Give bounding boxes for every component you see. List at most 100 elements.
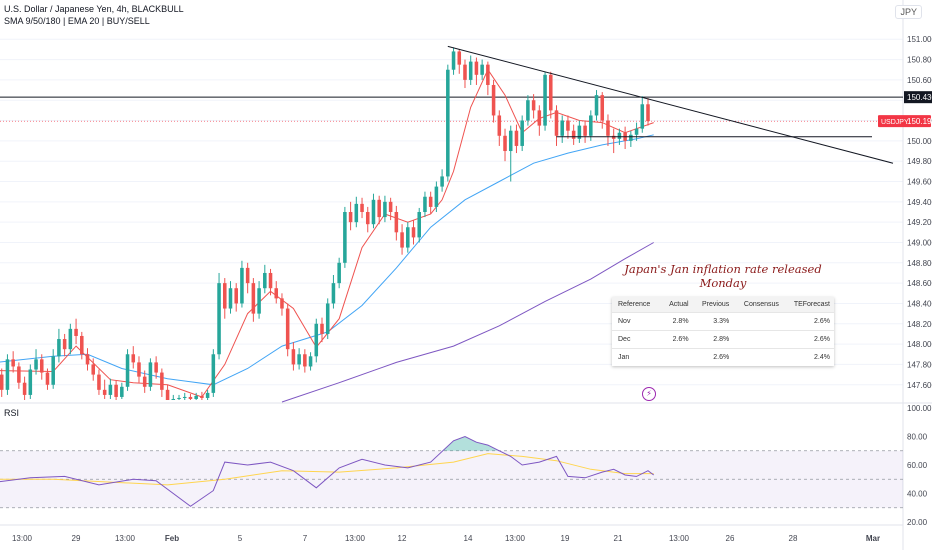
candle[interactable]	[514, 130, 519, 146]
candle[interactable]	[331, 283, 336, 304]
candle[interactable]	[285, 308, 290, 350]
candle[interactable]	[228, 288, 233, 309]
candle[interactable]	[57, 339, 61, 357]
candle[interactable]	[194, 395, 198, 399]
candle[interactable]	[28, 369, 33, 395]
candle[interactable]	[543, 74, 547, 126]
candle[interactable]	[68, 328, 73, 350]
candle[interactable]	[348, 212, 353, 223]
candle[interactable]	[400, 232, 404, 248]
candle[interactable]	[74, 328, 78, 336]
candle[interactable]	[120, 386, 124, 397]
candle[interactable]	[80, 335, 84, 355]
candle[interactable]	[589, 115, 593, 136]
candle[interactable]	[520, 120, 524, 146]
candle[interactable]	[508, 130, 513, 152]
candle[interactable]	[583, 125, 587, 136]
indicator-list[interactable]: SMA 9/50/180 | EMA 20 | BUY/SELL	[4, 16, 150, 26]
candle[interactable]	[200, 395, 204, 398]
candle[interactable]	[325, 303, 330, 334]
candle[interactable]	[257, 288, 261, 314]
candle[interactable]	[560, 120, 564, 136]
candle[interactable]	[423, 196, 427, 212]
candle[interactable]	[594, 95, 599, 116]
candle[interactable]	[148, 362, 153, 387]
candle[interactable]	[463, 64, 467, 80]
candle[interactable]	[217, 283, 221, 355]
candle[interactable]	[577, 125, 582, 139]
candle[interactable]	[548, 74, 553, 111]
candle[interactable]	[5, 359, 10, 390]
candle[interactable]	[0, 374, 4, 390]
candle[interactable]	[646, 104, 650, 122]
candle[interactable]	[383, 201, 387, 218]
candle[interactable]	[480, 64, 484, 75]
candle[interactable]	[108, 384, 113, 395]
candle[interactable]	[371, 199, 376, 225]
candle[interactable]	[268, 272, 273, 289]
candle[interactable]	[394, 212, 399, 233]
candle[interactable]	[303, 354, 307, 367]
candle[interactable]	[440, 176, 444, 187]
candle[interactable]	[222, 283, 227, 309]
currency-badge[interactable]: JPY	[895, 5, 922, 19]
candle[interactable]	[308, 356, 313, 367]
candle[interactable]	[251, 283, 256, 314]
candle[interactable]	[491, 84, 496, 116]
candle[interactable]	[497, 115, 502, 136]
candle[interactable]	[428, 196, 433, 207]
candle[interactable]	[17, 366, 21, 383]
candle[interactable]	[125, 354, 130, 387]
lightning-icon[interactable]: ⚡	[642, 387, 656, 401]
candle[interactable]	[137, 362, 141, 377]
candle[interactable]	[566, 120, 570, 131]
candle[interactable]	[617, 132, 622, 139]
candle[interactable]	[22, 382, 27, 395]
candle[interactable]	[34, 359, 38, 370]
candle[interactable]	[554, 110, 559, 136]
candle[interactable]	[205, 392, 210, 398]
candle[interactable]	[274, 288, 279, 299]
candle[interactable]	[600, 95, 605, 121]
candle[interactable]	[240, 267, 244, 304]
candle[interactable]	[188, 396, 193, 399]
candle[interactable]	[245, 267, 250, 284]
candle[interactable]	[377, 199, 381, 218]
candle[interactable]	[177, 397, 181, 399]
candle[interactable]	[160, 372, 164, 390]
candle[interactable]	[182, 396, 187, 398]
candle[interactable]	[131, 354, 136, 363]
candle[interactable]	[531, 100, 536, 111]
candle[interactable]	[263, 272, 267, 289]
candle[interactable]	[114, 384, 118, 397]
candle[interactable]	[434, 186, 439, 207]
candle[interactable]	[451, 51, 456, 70]
candle[interactable]	[411, 227, 416, 238]
candle[interactable]	[360, 203, 364, 212]
candle[interactable]	[606, 120, 610, 136]
candle[interactable]	[280, 298, 284, 309]
candle[interactable]	[446, 69, 450, 177]
candle[interactable]	[468, 61, 473, 80]
candle[interactable]	[211, 354, 216, 393]
candle[interactable]	[11, 359, 15, 367]
candle[interactable]	[457, 51, 462, 65]
candle[interactable]	[320, 323, 324, 334]
candle[interactable]	[91, 364, 96, 375]
candle[interactable]	[314, 323, 319, 357]
candle[interactable]	[337, 262, 341, 284]
candle[interactable]	[365, 212, 370, 225]
candle[interactable]	[354, 203, 359, 223]
candle[interactable]	[406, 227, 410, 248]
candle[interactable]	[474, 61, 479, 75]
trendline[interactable]	[447, 45, 894, 164]
candle[interactable]	[234, 288, 238, 304]
candle[interactable]	[388, 201, 393, 212]
candle[interactable]	[634, 128, 639, 135]
candle[interactable]	[297, 354, 301, 365]
candle[interactable]	[291, 349, 296, 365]
candle[interactable]	[171, 398, 176, 400]
candle[interactable]	[571, 130, 576, 139]
candle[interactable]	[486, 64, 490, 85]
